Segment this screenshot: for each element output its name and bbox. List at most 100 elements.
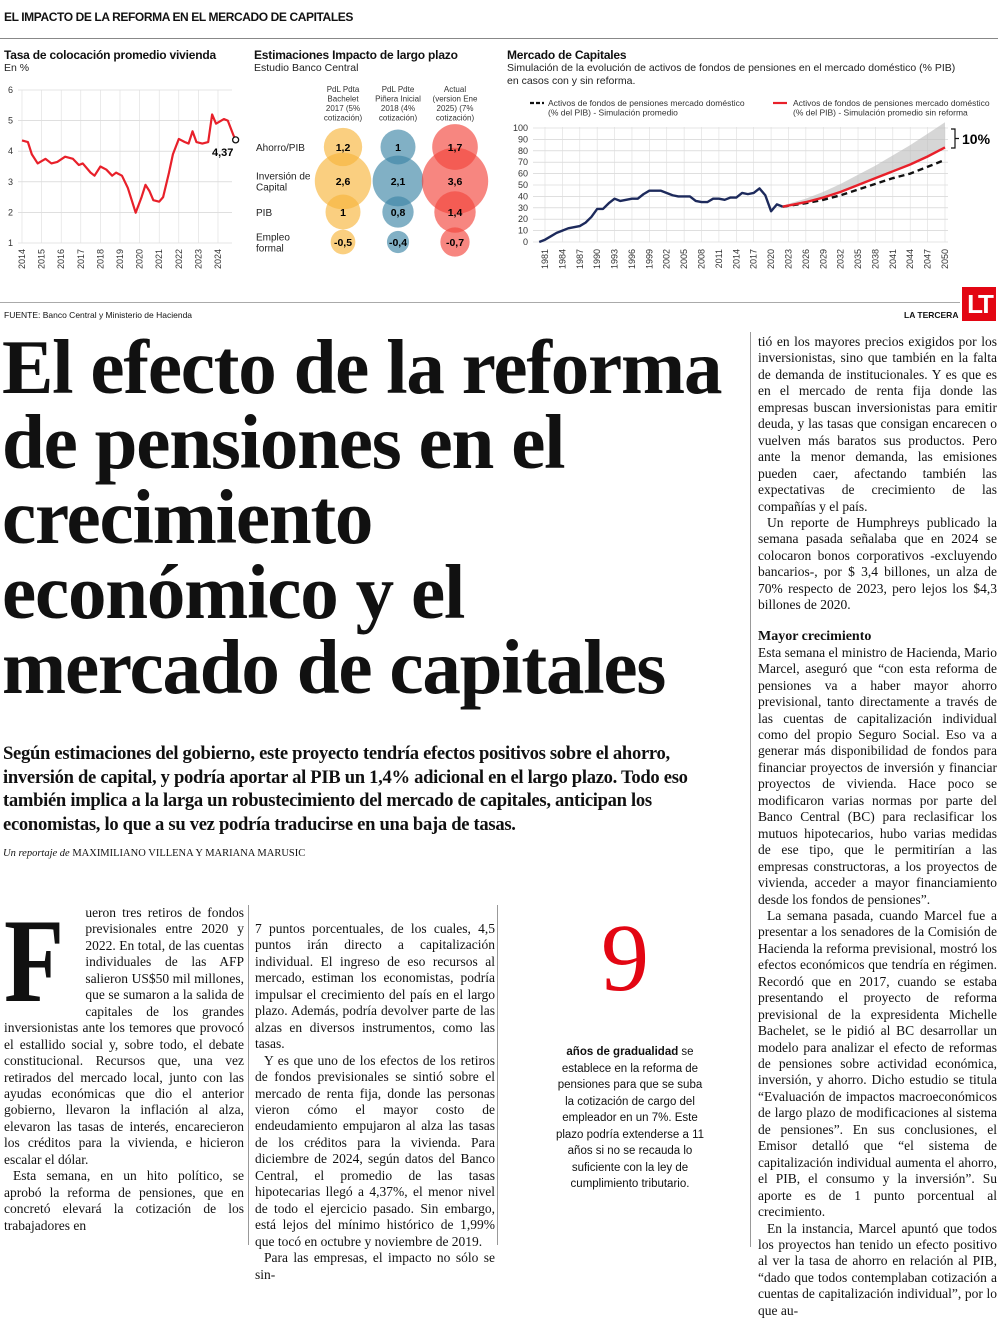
simulation-fan xyxy=(782,122,945,207)
column-divider xyxy=(750,332,751,1247)
paragraph-text: ueron tres retiros de fondos previsional… xyxy=(4,905,244,1167)
x-tick-label: 2050 xyxy=(940,249,950,269)
row-label: Ahorro/PIB xyxy=(256,143,305,154)
headline-line: El efecto de la reforma xyxy=(2,324,722,410)
rate-line xyxy=(21,113,237,214)
y-tick-label: 40 xyxy=(518,191,528,201)
bubble-value: 2,6 xyxy=(336,176,351,188)
bubble-value: 1,7 xyxy=(448,142,463,154)
chart1-title: Tasa de colocación promedio vivienda xyxy=(4,48,216,62)
y-tick-label: 60 xyxy=(518,169,528,179)
x-tick-label: 2023 xyxy=(783,249,793,269)
legend-label: (% del PIB) - Simulación promedio xyxy=(548,108,678,118)
bubble xyxy=(380,129,416,165)
end-point-marker xyxy=(231,136,240,144)
section-kicker: EL IMPACTO DE LA REFORMA EN EL MERCADO D… xyxy=(4,10,353,24)
x-tick-label: 2015 xyxy=(37,249,47,269)
subheading: Mayor crecimiento xyxy=(758,628,872,644)
column-header: PdL Pdta xyxy=(327,85,360,94)
x-tick-label: 1996 xyxy=(627,249,637,269)
paragraph: Para las empresas, el impacto no sólo se… xyxy=(255,1250,495,1282)
paragraph: Un reporte de Humphreys publicado la sem… xyxy=(758,514,997,613)
source-note: FUENTE: Banco Central y Ministerio de Ha… xyxy=(4,310,193,320)
x-tick-label: 1984 xyxy=(557,249,567,269)
series-line-promedio xyxy=(782,158,946,208)
headline-line: de pensiones en el xyxy=(2,399,566,485)
sidebar-body: se establece en la reforma de pensiones … xyxy=(555,1046,705,1190)
chart3-title: Mercado de Capitales xyxy=(507,48,627,62)
chart3-subtitle-1: Simulación de la evolución de activos de… xyxy=(507,62,956,74)
headline-line: mercado de capitales xyxy=(2,624,666,710)
y-tick-label: 5 xyxy=(8,116,13,126)
bubble-value: 1,4 xyxy=(448,207,463,219)
column-header: 2025) (7% xyxy=(437,104,474,113)
x-tick-label: 2020 xyxy=(135,249,145,269)
chart2-header: Estimaciones Impacto de largo plazo Estu… xyxy=(254,48,458,75)
column-divider xyxy=(497,905,498,1245)
headline: El efecto de la reforma de pensiones en … xyxy=(2,324,747,710)
y-tick-label: 0 xyxy=(523,237,528,247)
chart3-header: Mercado de Capitales Simulación de la ev… xyxy=(507,48,955,88)
x-tick-label: 2035 xyxy=(853,249,863,269)
chart1-header: Tasa de colocación promedio vivienda En … xyxy=(4,48,216,75)
row-label: Capital xyxy=(256,183,287,194)
x-tick-label: 1993 xyxy=(610,249,620,269)
x-tick-label: 2014 xyxy=(731,249,741,269)
source-rule xyxy=(0,302,960,303)
bubble-value: 1,2 xyxy=(336,142,351,154)
column-header: cotización) xyxy=(379,114,418,123)
charts-canvas: 1 2 3 4 5 6 2014 2015 2016 2017 2018 2019 2020 2021 20… xyxy=(8,85,991,269)
paragraph: La semana pasada, cuando Marcel fue a pr… xyxy=(758,907,997,1220)
body-column-2: 7 puntos porcentuales, de los cuales, 4,… xyxy=(255,921,495,1283)
column-divider xyxy=(248,905,249,1245)
column-header: cotización) xyxy=(324,114,363,123)
paragraph: tió en los mayores precios exigidos por … xyxy=(758,334,997,514)
legend-label: (% del PIB) - Simulación promedio sin re… xyxy=(793,108,968,118)
x-tick-label: 2029 xyxy=(818,249,828,269)
chart2-subtitle: Estudio Banco Central xyxy=(254,62,359,74)
y-tick-label: 30 xyxy=(518,203,528,213)
bubble xyxy=(330,229,356,255)
x-tick-label: 2018 xyxy=(95,249,105,269)
column-header: 2017 (5% xyxy=(326,104,360,113)
bubble xyxy=(440,227,470,257)
body-column-3: tió en los mayores precios exigidos por … xyxy=(758,334,997,1319)
bubble xyxy=(421,147,489,215)
legend-label: Activos de fondos de pensiones mercado d… xyxy=(548,98,745,108)
x-tick-label: 2005 xyxy=(679,249,689,269)
column-header: Actual xyxy=(444,85,466,94)
x-tick-label: 2002 xyxy=(662,249,672,269)
column-header: 2018 (4% xyxy=(381,104,415,113)
x-tick-label: 2038 xyxy=(870,249,880,269)
bubble xyxy=(314,152,372,210)
bubble xyxy=(434,191,476,233)
y-tick-label: 6 xyxy=(8,85,13,95)
bubble-value: 3,6 xyxy=(448,176,463,188)
column-header: (version Ene xyxy=(433,95,478,104)
headline-line: económico y el xyxy=(2,549,465,635)
paragraph: En la instancia, Marcel apuntó que todos… xyxy=(758,1220,997,1318)
series-line-sin-reforma xyxy=(782,146,946,208)
x-tick-label: 2014 xyxy=(17,249,27,269)
y-tick-label: 70 xyxy=(518,157,528,167)
bubble-value: 0,8 xyxy=(391,207,406,219)
byline-prefix: Un reportaje de xyxy=(3,848,70,859)
x-tick-label: 2021 xyxy=(154,249,164,269)
x-tick-label: 2017 xyxy=(76,249,86,269)
chart3-subtitle-2: en casos con y sin reforma. xyxy=(507,75,636,87)
bubble-value: -0,5 xyxy=(334,237,352,249)
bubble xyxy=(325,194,361,230)
paragraph: Y es que uno de los efectos de los retir… xyxy=(255,1052,495,1249)
chart1-subtitle: En % xyxy=(4,62,30,74)
x-tick-label: 2011 xyxy=(714,249,724,268)
x-tick-label: 1987 xyxy=(575,249,585,269)
column-header: PdL Pdte xyxy=(382,85,415,94)
paragraph: Esta semana el ministro de Hacienda, Mar… xyxy=(758,644,997,907)
y-tick-label: 100 xyxy=(513,123,528,133)
sidebar-number: 9 xyxy=(601,904,649,1011)
bubble-value: 1 xyxy=(340,207,346,219)
historical-line xyxy=(538,187,784,244)
x-tick-label: 2016 xyxy=(56,249,66,269)
bubble-value: -0,7 xyxy=(446,237,464,249)
x-tick-label: 2041 xyxy=(888,249,898,269)
